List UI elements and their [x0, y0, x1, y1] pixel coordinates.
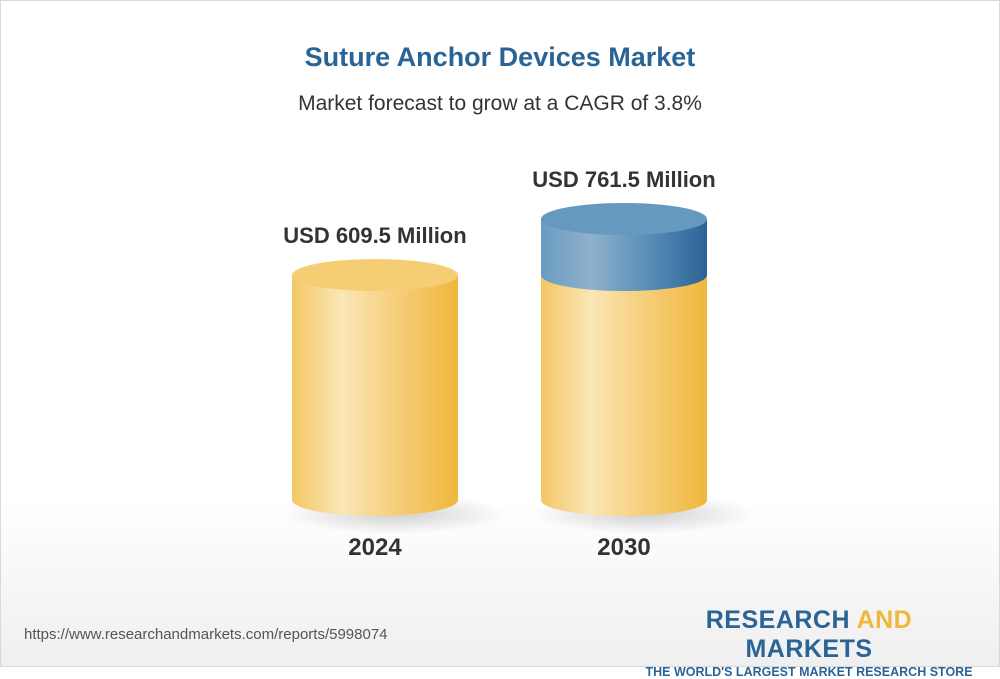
category-label: 2030: [597, 534, 650, 561]
data-label: USD 761.5 Million: [532, 167, 715, 192]
bar-growth-2030: [541, 219, 707, 292]
report-url[interactable]: https://www.researchandmarkets.com/repor…: [24, 626, 388, 643]
chart-subtitle: Market forecast to grow at a CAGR of 3.8…: [298, 92, 702, 115]
logo-text-and: AND: [856, 606, 913, 634]
bar-base-2024: [292, 275, 458, 516]
bar-top-2030: [541, 203, 707, 235]
chart-title: Suture Anchor Devices Market: [304, 42, 696, 72]
category-label: 2024: [348, 534, 402, 561]
logo-text: MARKETS: [745, 635, 873, 663]
research-and-markets-logo: RESEARCH AND MARKETS THE WORLD'S LARGEST…: [640, 606, 978, 679]
bar-base-2030: [541, 275, 707, 516]
logo-text: RESEARCH: [705, 606, 857, 634]
logo-tagline: THE WORLD'S LARGEST MARKET RESEARCH STOR…: [645, 665, 973, 679]
data-label: USD 609.5 Million: [283, 223, 466, 248]
bar-top-2024: [292, 259, 458, 292]
